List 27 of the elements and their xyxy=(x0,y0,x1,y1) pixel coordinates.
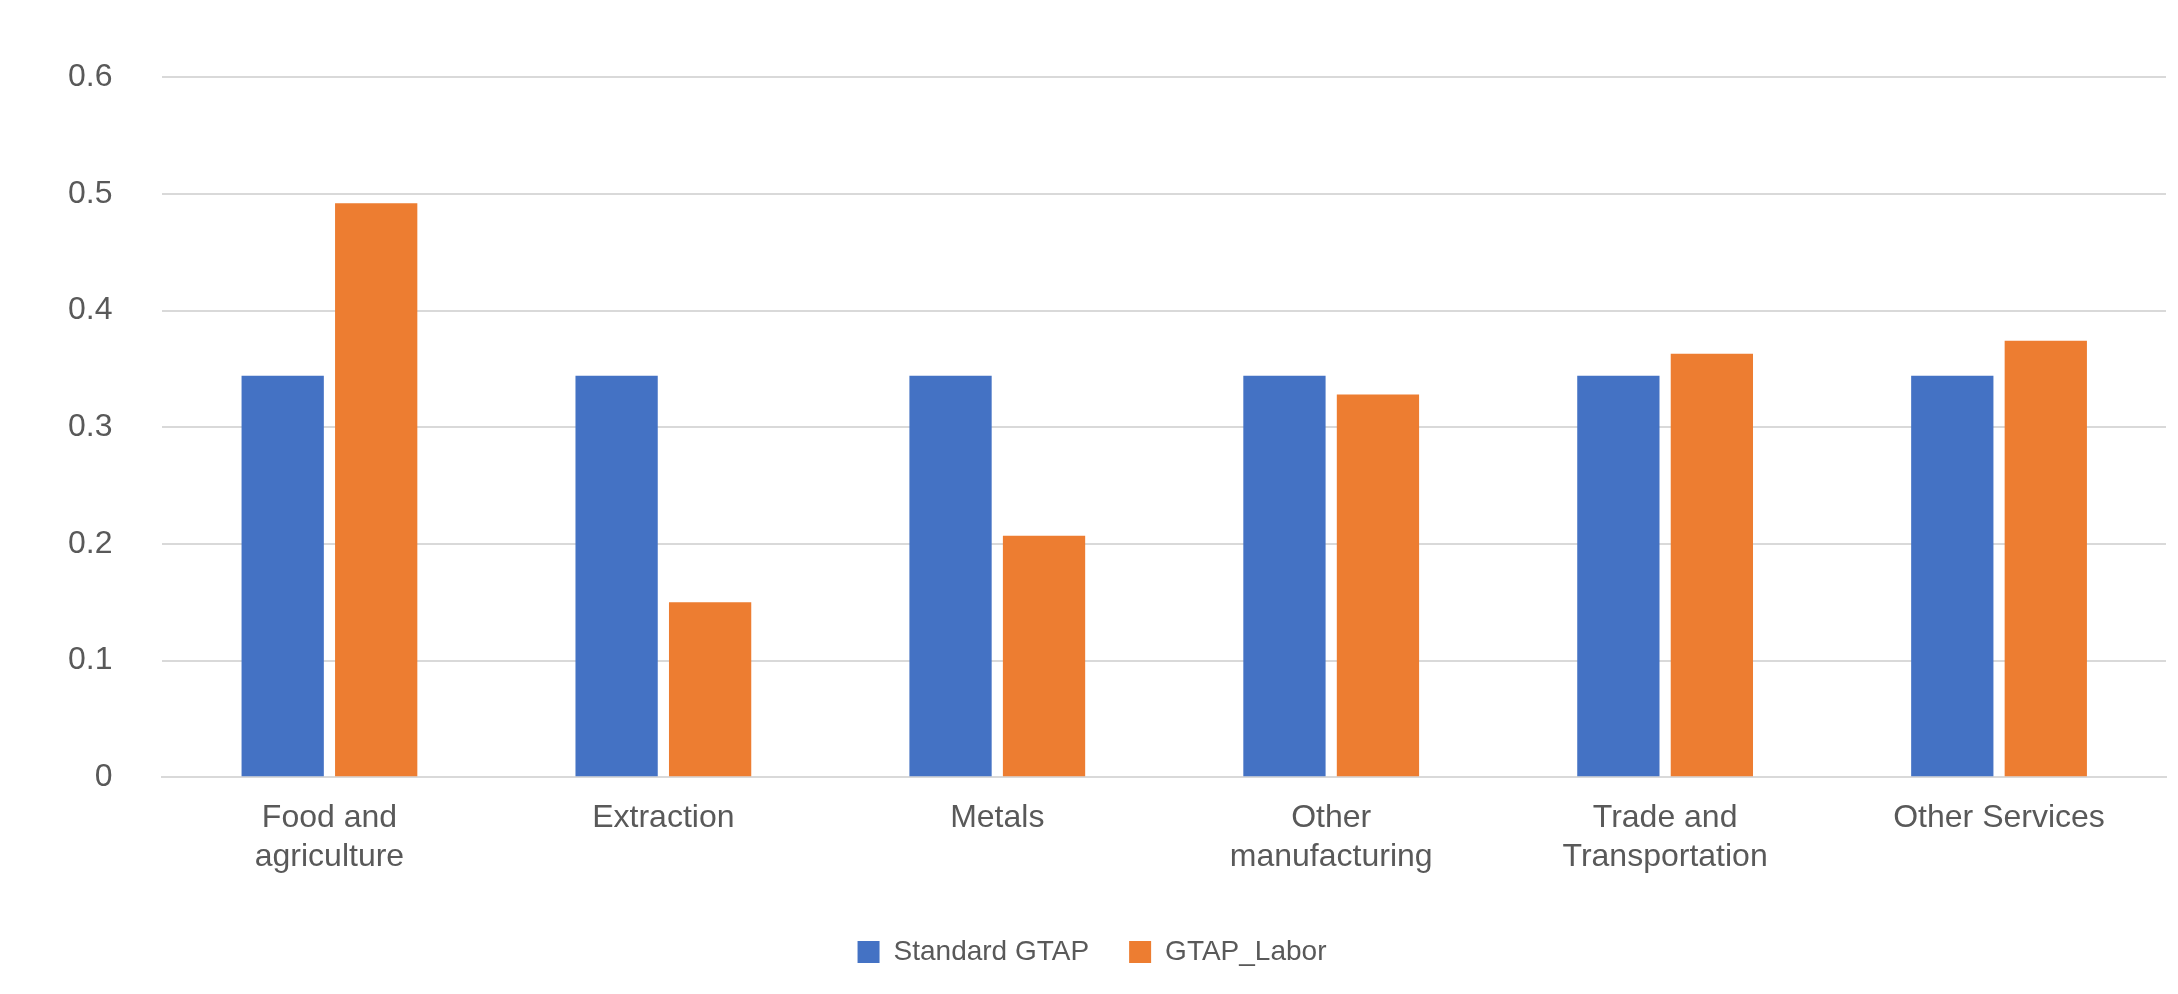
y-tick-label: 0.2 xyxy=(68,523,113,560)
legend-label: GTAP_Labor xyxy=(1165,934,1327,966)
x-tick-label: Extraction xyxy=(592,798,735,835)
bar xyxy=(335,203,418,777)
bar xyxy=(2004,340,2087,777)
bar xyxy=(1336,394,1420,777)
y-tick-label: 0.1 xyxy=(68,640,113,677)
y-tick-label: 0.4 xyxy=(68,290,113,327)
bar xyxy=(1911,375,1994,777)
legend-label: Standard GTAP xyxy=(893,934,1090,966)
bar xyxy=(909,375,992,777)
bar xyxy=(1670,353,1754,777)
bar xyxy=(241,375,324,777)
x-tick-label: Other Services xyxy=(1893,798,2105,835)
y-tick-label: 0.5 xyxy=(68,173,113,210)
bar xyxy=(1002,535,1086,777)
y-tick-label: 0.6 xyxy=(68,57,113,94)
x-tick-label: Metals xyxy=(950,798,1045,835)
x-tick-label: Food and agriculture xyxy=(254,798,405,873)
x-tick-label: Other manufacturing xyxy=(1229,798,1433,873)
bar xyxy=(668,602,752,777)
x-tick-label: Trade and Transportation xyxy=(1562,798,1768,873)
bar xyxy=(1577,375,1660,777)
bar xyxy=(575,375,658,777)
bar xyxy=(1243,375,1326,777)
y-tick-label: 0 xyxy=(94,757,113,794)
y-tick-label: 0.3 xyxy=(68,407,113,444)
